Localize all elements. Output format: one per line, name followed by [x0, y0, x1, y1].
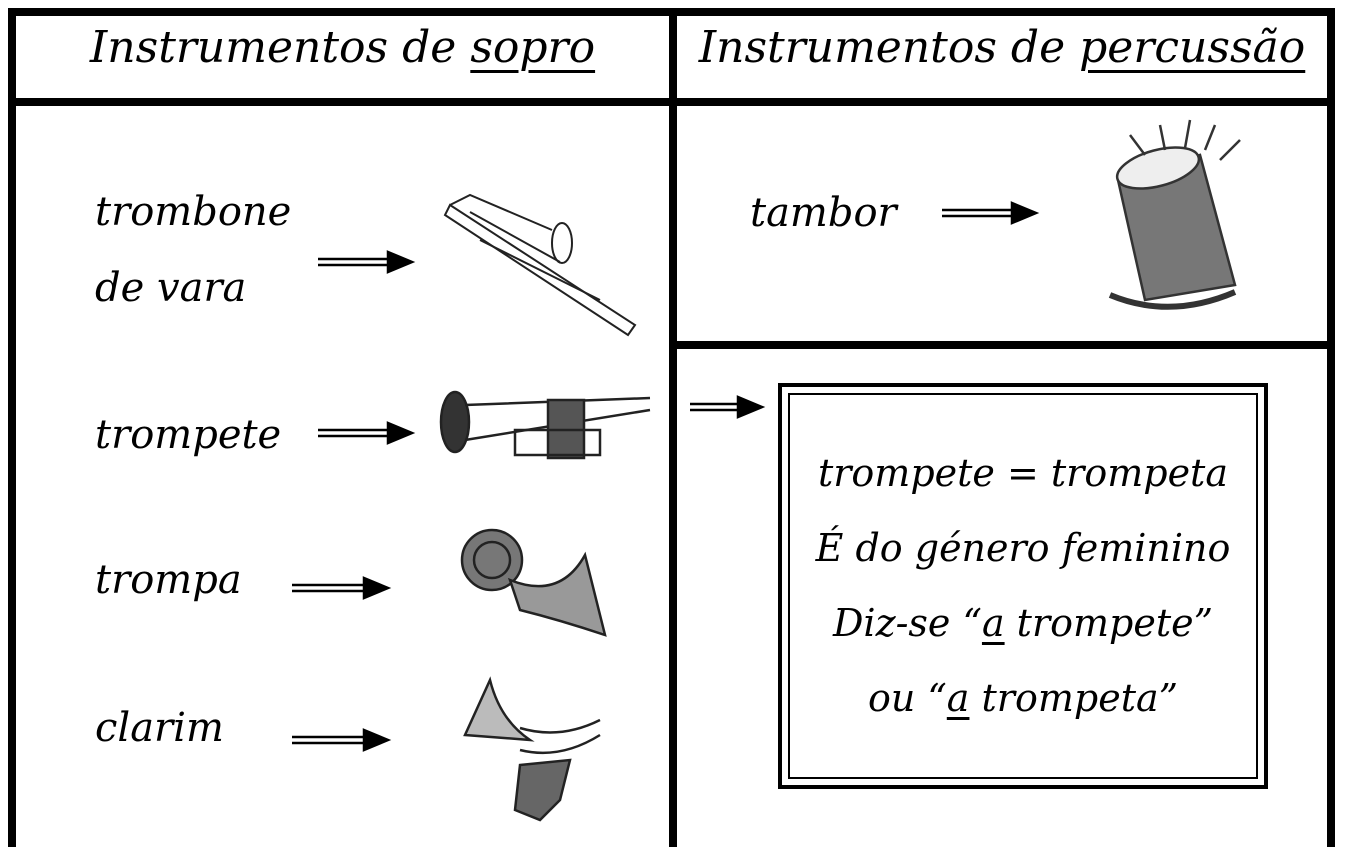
note-line: É do género feminino — [815, 526, 1231, 570]
trumpet-picture — [439, 390, 651, 460]
header-emphasis: percussão — [1079, 22, 1306, 73]
note-box: trompete = trompeta É do género feminino… — [778, 383, 1268, 789]
note-line: trompete = trompeta — [817, 451, 1228, 495]
header-right: Instrumentos de percussão — [677, 22, 1327, 73]
note-text: trompete” — [1004, 601, 1214, 645]
horn-picture — [460, 528, 607, 637]
note-emphasis: a — [981, 601, 1005, 645]
note-text: trompeta” — [969, 676, 1179, 720]
note-text: ou “ — [867, 676, 947, 720]
arrow — [318, 250, 416, 274]
instrument-label: trombone — [95, 189, 292, 235]
instrument-label: trompa — [95, 557, 242, 603]
instrument-label: clarim — [95, 705, 224, 751]
arrow — [690, 395, 766, 419]
column-divider — [669, 8, 677, 847]
header-text: Instrumentos de — [698, 22, 1066, 73]
instrument-label: trompete — [95, 412, 282, 458]
header-emphasis: sopro — [470, 22, 596, 73]
arrow — [318, 421, 416, 445]
note-box-inner: trompete = trompeta É do género feminino… — [788, 393, 1258, 779]
bugle-picture — [463, 676, 601, 822]
arrow — [942, 201, 1040, 225]
arrows — [292, 201, 1040, 752]
note-line: Diz-se “a trompete” — [833, 586, 1213, 661]
header-left: Instrumentos de sopro — [16, 22, 669, 73]
note-emphasis: a — [946, 676, 970, 720]
row-divider — [669, 341, 1335, 349]
arrow — [292, 576, 392, 600]
note-line: ou “a trompeta” — [868, 661, 1178, 736]
header-text: Instrumentos de — [89, 22, 457, 73]
instrument-label: tambor — [750, 190, 897, 236]
note-text: Diz-se “ — [832, 601, 982, 645]
drum-picture — [1108, 119, 1241, 310]
trombone-picture — [443, 193, 637, 337]
instrument-label: de vara — [95, 265, 247, 311]
arrow — [292, 728, 392, 752]
